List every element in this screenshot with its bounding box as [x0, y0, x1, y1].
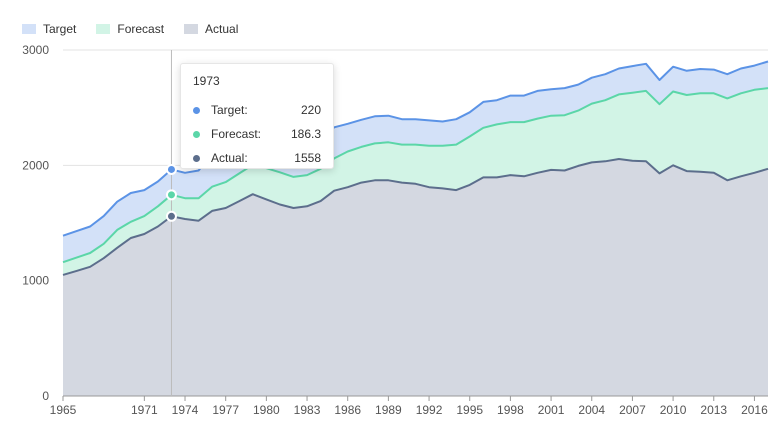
- legend-label-target: Target: [43, 22, 77, 36]
- tooltip-label-forecast: Forecast:: [211, 127, 262, 141]
- x-tick-label-2004: 2004: [578, 403, 605, 417]
- x-tick-label-2010: 2010: [660, 403, 687, 417]
- legend-label-actual: Actual: [205, 22, 239, 36]
- legend: Target Forecast Actual: [22, 22, 238, 36]
- area-forecast: [63, 88, 768, 275]
- y-tick-label-3000: 3000: [22, 43, 49, 57]
- x-tick-label-1989: 1989: [375, 403, 402, 417]
- tooltip-value-actual: 1558: [294, 151, 321, 165]
- series-line-target: [62, 60, 769, 237]
- series-line-forecast: [62, 87, 769, 264]
- x-tick-label-1974: 1974: [172, 403, 199, 417]
- x-tick-label-2013: 2013: [700, 403, 727, 417]
- tooltip: 1973 Target: 220 Forecast: 186.3 Actual:…: [180, 63, 334, 169]
- tooltip-value-forecast: 186.3: [290, 127, 321, 141]
- tooltip-value-target: 220: [300, 103, 321, 117]
- x-tick-label-1980: 1980: [253, 403, 280, 417]
- x-tick-label-1983: 1983: [294, 403, 321, 417]
- pointer-layer: [165, 50, 177, 396]
- tooltip-label-actual: Actual:: [211, 151, 248, 165]
- tooltip-row-actual: Actual: 1558: [193, 146, 321, 170]
- y-tick-label-0: 0: [42, 389, 49, 403]
- x-tick-label-1965: 1965: [50, 403, 77, 417]
- legend-swatch-forecast: [96, 24, 111, 34]
- pointer-dot-target: [165, 163, 177, 175]
- legend-swatch-actual: [184, 24, 199, 34]
- x-tick-label-2001: 2001: [538, 403, 565, 417]
- pointer-dot-forecast: [165, 189, 177, 201]
- tooltip-title: 1973: [193, 74, 220, 88]
- tooltip-dot-forecast: [193, 130, 200, 138]
- axis-layer: 0 1000 2000 3000 1965 1971 1974 1977 1980 1983 198…: [22, 43, 768, 417]
- series-line-actual: [62, 158, 769, 276]
- x-tick-label-1977: 1977: [212, 403, 239, 417]
- y-tick-label-2000: 2000: [22, 158, 49, 172]
- tooltip-label-target: Target:: [211, 103, 248, 117]
- area-layer: [63, 61, 768, 396]
- area-target: [63, 61, 768, 263]
- tooltip-row-target: Target: 220: [193, 98, 321, 122]
- tooltip-dot-actual: [193, 154, 200, 162]
- tooltip-dot-target: [193, 106, 200, 114]
- y-tick-label-1000: 1000: [22, 274, 49, 288]
- x-tick-label-1998: 1998: [497, 403, 524, 417]
- area-actual: [63, 159, 768, 396]
- legend-item-target[interactable]: Target: [22, 22, 76, 36]
- tooltip-row-forecast: Forecast: 186.3: [193, 122, 321, 146]
- x-tick-label-1986: 1986: [334, 403, 361, 417]
- legend-item-actual[interactable]: Actual: [184, 22, 238, 36]
- x-tick-label-1971: 1971: [131, 403, 158, 417]
- legend-label-forecast: Forecast: [117, 22, 165, 36]
- line-layer: [62, 60, 769, 276]
- x-tick-label-1992: 1992: [416, 403, 443, 417]
- pointer-dot-actual: [165, 210, 177, 222]
- legend-item-forecast[interactable]: Forecast: [96, 22, 164, 36]
- x-tick-label-2007: 2007: [619, 403, 646, 417]
- x-tick-label-1995: 1995: [456, 403, 483, 417]
- legend-swatch-target: [22, 24, 36, 34]
- x-tick-label-2016: 2016: [741, 403, 768, 417]
